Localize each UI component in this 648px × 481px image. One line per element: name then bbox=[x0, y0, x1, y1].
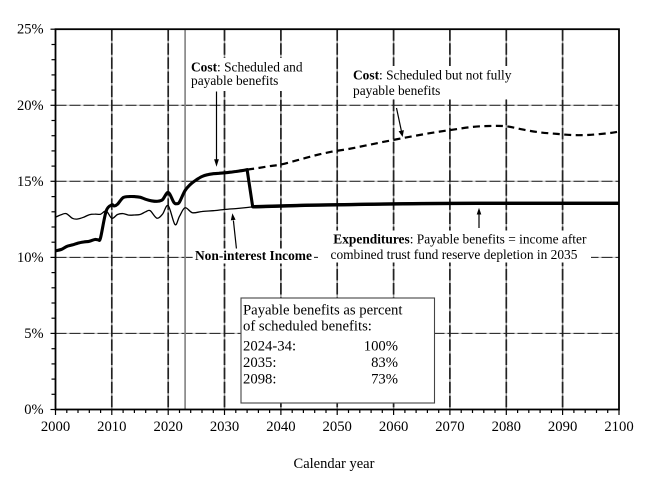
svg-text:5%: 5% bbox=[24, 326, 43, 342]
svg-text:payable benefits: payable benefits bbox=[353, 83, 440, 98]
svg-text:2070: 2070 bbox=[435, 419, 464, 435]
svg-text:2000: 2000 bbox=[41, 419, 70, 435]
svg-text:Expenditures: Payable benefits: Expenditures: Payable benefits = income … bbox=[333, 232, 587, 247]
svg-text:2080: 2080 bbox=[492, 419, 521, 435]
svg-text:2040: 2040 bbox=[266, 419, 295, 435]
svg-text:25%: 25% bbox=[17, 22, 44, 38]
svg-text:73%: 73% bbox=[371, 372, 398, 388]
svg-text:2035:: 2035: bbox=[243, 355, 276, 371]
svg-text:Payable benefits as percent: Payable benefits as percent bbox=[243, 303, 402, 319]
svg-text:83%: 83% bbox=[371, 355, 398, 371]
svg-text:combined trust fund reserve de: combined trust fund reserve depletion in… bbox=[331, 247, 578, 262]
svg-text:Cost: Scheduled and: Cost: Scheduled and bbox=[191, 60, 303, 75]
svg-text:15%: 15% bbox=[17, 174, 44, 190]
svg-text:Cost: Scheduled but not fully: Cost: Scheduled but not fully bbox=[353, 67, 512, 82]
svg-text:2030: 2030 bbox=[210, 419, 239, 435]
svg-text:2024-34:: 2024-34: bbox=[243, 339, 296, 355]
svg-text:of scheduled benefits:: of scheduled benefits: bbox=[243, 319, 372, 335]
svg-text:Calendar year: Calendar year bbox=[294, 456, 375, 472]
svg-text:100%: 100% bbox=[364, 339, 398, 355]
svg-text:2050: 2050 bbox=[323, 419, 352, 435]
svg-text:2098:: 2098: bbox=[243, 372, 276, 388]
svg-text:2060: 2060 bbox=[379, 419, 408, 435]
svg-text:2010: 2010 bbox=[97, 419, 126, 435]
svg-text:Non-interest Income: Non-interest Income bbox=[195, 248, 312, 263]
svg-text:0%: 0% bbox=[24, 402, 43, 418]
svg-text:10%: 10% bbox=[17, 250, 44, 266]
svg-text:payable benefits: payable benefits bbox=[191, 73, 278, 88]
svg-text:2090: 2090 bbox=[548, 419, 577, 435]
svg-text:2020: 2020 bbox=[154, 419, 183, 435]
svg-text:2100: 2100 bbox=[604, 419, 633, 435]
svg-text:20%: 20% bbox=[17, 98, 44, 114]
